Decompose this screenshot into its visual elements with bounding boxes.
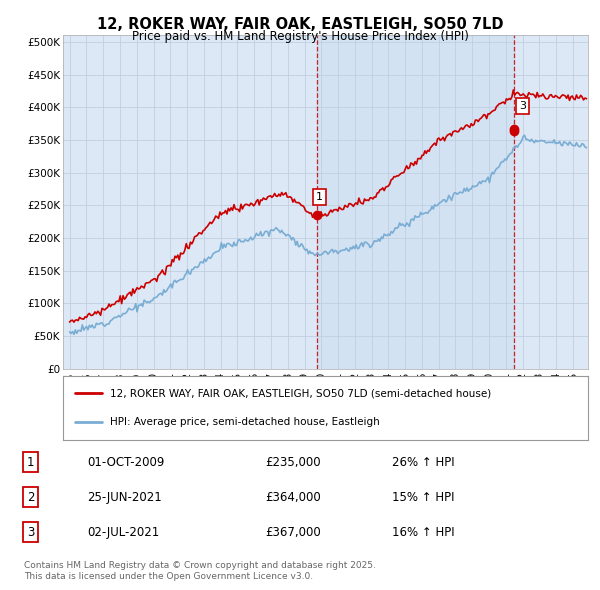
Text: 12, ROKER WAY, FAIR OAK, EASTLEIGH, SO50 7LD: 12, ROKER WAY, FAIR OAK, EASTLEIGH, SO50…: [97, 17, 503, 32]
Text: 12, ROKER WAY, FAIR OAK, EASTLEIGH, SO50 7LD (semi-detached house): 12, ROKER WAY, FAIR OAK, EASTLEIGH, SO50…: [110, 388, 491, 398]
Text: Contains HM Land Registry data © Crown copyright and database right 2025.: Contains HM Land Registry data © Crown c…: [24, 560, 376, 569]
Text: 26% ↑ HPI: 26% ↑ HPI: [392, 455, 455, 468]
Text: 01-OCT-2009: 01-OCT-2009: [87, 455, 164, 468]
Text: 3: 3: [519, 101, 526, 111]
Text: Price paid vs. HM Land Registry's House Price Index (HPI): Price paid vs. HM Land Registry's House …: [131, 30, 469, 43]
Text: 25-JUN-2021: 25-JUN-2021: [87, 490, 161, 504]
Text: £235,000: £235,000: [265, 455, 321, 468]
Text: 3: 3: [27, 526, 34, 539]
Bar: [317, 35, 514, 369]
Text: 02-JUL-2021: 02-JUL-2021: [87, 526, 159, 539]
Text: 2: 2: [26, 490, 34, 504]
Text: £367,000: £367,000: [265, 526, 321, 539]
Text: 15% ↑ HPI: 15% ↑ HPI: [392, 490, 455, 504]
Text: HPI: Average price, semi-detached house, Eastleigh: HPI: Average price, semi-detached house,…: [110, 417, 380, 427]
Text: £364,000: £364,000: [265, 490, 321, 504]
Text: 1: 1: [26, 455, 34, 468]
Text: This data is licensed under the Open Government Licence v3.0.: This data is licensed under the Open Gov…: [24, 572, 313, 581]
Text: 1: 1: [316, 192, 323, 202]
Text: 16% ↑ HPI: 16% ↑ HPI: [392, 526, 455, 539]
